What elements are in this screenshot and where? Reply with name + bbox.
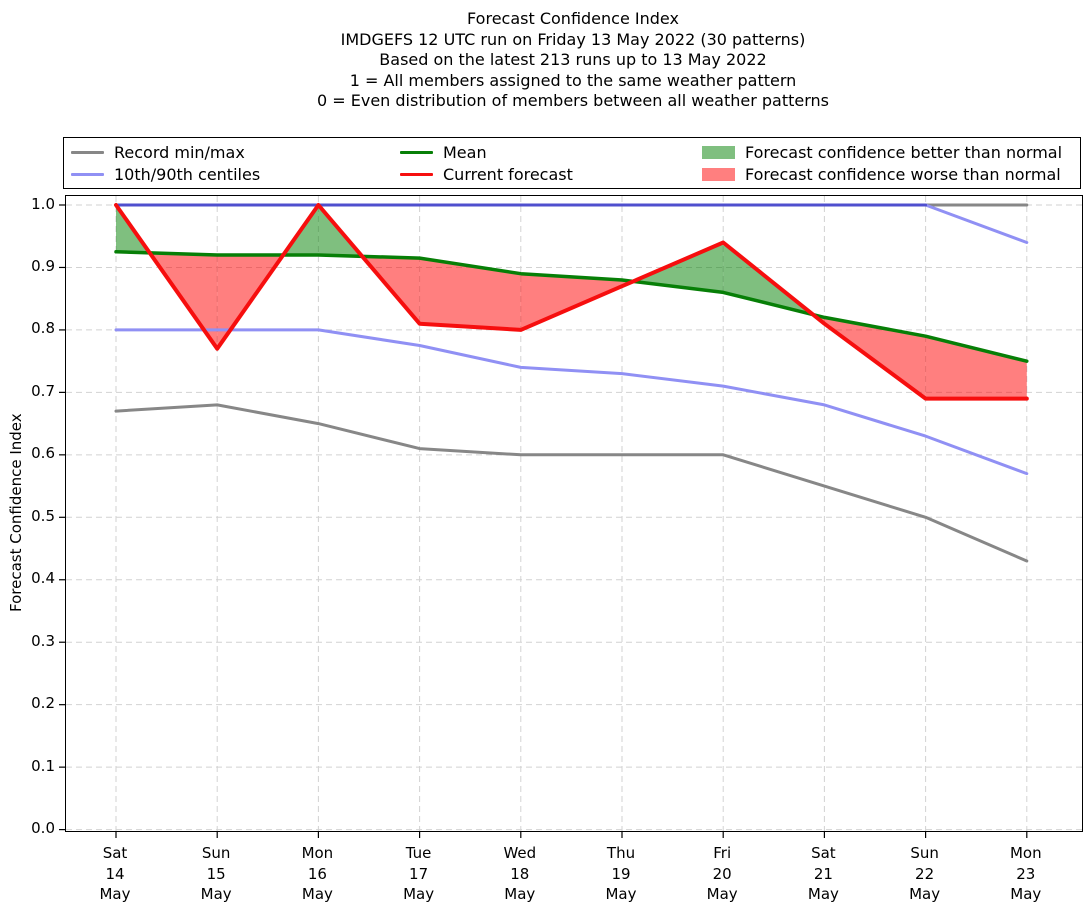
x-tick-label-line: Fri [713,844,732,862]
current-forecast-line [114,203,1029,401]
x-tick-label: Mon 23 May [981,843,1071,905]
x-tick-label-line: 14 [105,864,125,883]
y-tick-label: 0.1 [31,756,55,775]
y-tick-label: 0.0 [31,819,55,838]
title-line-2: IMDGEFS 12 UTC run on Friday 13 May 2022… [340,29,806,49]
x-tick-label-line: May [807,885,839,903]
x-tick-label: Tue 17 May [374,843,464,905]
title-line-4: 1 = All members assigned to the same wea… [349,70,797,90]
legend-swatch-patch [702,168,735,181]
mean-line [114,250,1029,363]
x-tick-label-line: Sun [201,844,231,862]
legend-label: Record min/max [114,143,245,162]
x-tick-label-line: 16 [307,864,327,883]
fill-worse-than-normal [217,255,284,349]
legend-label: 10th/90th centiles [114,165,261,184]
x-tick-label-line: 15 [206,864,226,883]
x-tick-label-line: May [99,885,131,903]
legend-swatch-line [400,173,433,176]
y-tick-label: 0.7 [31,381,55,400]
x-tick-label-line: 21 [813,864,833,883]
legend-item: Record min/max [71,143,245,162]
legend-swatch-line [71,151,104,154]
chart-svg [59,196,1082,838]
x-tick-label-line: Mon [1009,844,1042,862]
centile-90-line [114,203,1029,244]
legend-label: Current forecast [443,165,573,184]
x-tick-label-line: 18 [510,864,530,883]
x-tick-label-line: May [909,885,941,903]
legend-item: Mean [400,143,487,162]
x-tick-label-line: Tue [405,844,432,862]
x-tick-label-line: Mon [301,844,334,862]
y-tick-label: 0.4 [31,569,55,588]
x-tick-label-line: 22 [915,864,935,883]
x-tick-label-line: Sat [811,844,836,862]
fill-worse-than-normal [419,258,521,330]
x-tick-label-line: 17 [409,864,429,883]
legend-swatch-line [400,151,433,154]
x-tick-label: Thu 19 May [576,843,666,905]
fill-worse-than-normal [520,273,622,330]
legend-item: Forecast confidence better than normal [702,143,1062,162]
x-tick-label-line: May [1010,885,1042,903]
x-tick-label-line: 23 [1016,864,1036,883]
fill-worse-than-normal [925,336,1027,399]
x-tick-label: Sat 14 May [70,843,160,905]
x-tick-label: Wed 18 May [475,843,565,905]
y-tick-label: 0.9 [31,256,55,275]
legend-item: 10th/90th centiles [71,165,260,184]
plot-area [59,195,1083,838]
x-tick-label-line: May [301,885,333,903]
legend-item: Current forecast [400,165,573,184]
centile-10-line [114,328,1029,476]
x-tick-label: Sun 22 May [880,843,970,905]
legend-label: Forecast confidence worse than normal [745,165,1061,184]
title-line-3: Based on the latest 213 runs up to 13 Ma… [379,50,767,69]
x-tick-label: Sun 15 May [171,843,261,905]
x-tick-label: Sat 21 May [778,843,868,905]
y-tick-label: 0.3 [31,631,55,650]
x-tick-label-line: Thu [606,844,636,862]
fill-better-than-normal [633,242,724,293]
x-tick-label-line: 19 [611,864,631,883]
legend-label: Mean [443,143,487,162]
x-tick-label: Mon 16 May [272,843,362,905]
y-tick-label: 0.2 [31,694,55,713]
legend-swatch-line [71,173,104,176]
legend-label: Forecast confidence better than normal [745,143,1063,162]
record-min-line [114,403,1029,563]
x-tick-label-line: Sat [102,844,128,862]
title-line-5: 0 = Even distribution of members between… [316,91,830,110]
x-tick-label-line: Sun [910,844,939,862]
x-tick-label-line: May [504,885,536,903]
x-tick-label: Fri 20 May [677,843,767,905]
legend: Record min/max 10th/90th centiles Mean Curr… [63,137,1081,189]
y-tick-label: 0.6 [31,444,55,463]
x-tick-label-line: 20 [712,864,732,883]
y-tick-label: 0.5 [31,506,55,525]
x-tick-label-line: May [200,885,232,903]
y-tick-label: 0.8 [31,319,55,338]
title-line-1: Forecast Confidence Index [467,9,679,28]
x-tick-label-line: May [706,885,738,903]
legend-swatch-patch [702,146,735,159]
x-tick-label-line: May [403,885,435,903]
x-tick-label-line: Wed [503,844,537,862]
legend-item: Forecast confidence worse than normal [702,165,1061,184]
y-tick-label: 1.0 [31,194,55,213]
x-tick-label-line: May [605,885,637,903]
figure-title: Forecast Confidence Index IMDGEFS 12 UTC… [65,9,1081,112]
